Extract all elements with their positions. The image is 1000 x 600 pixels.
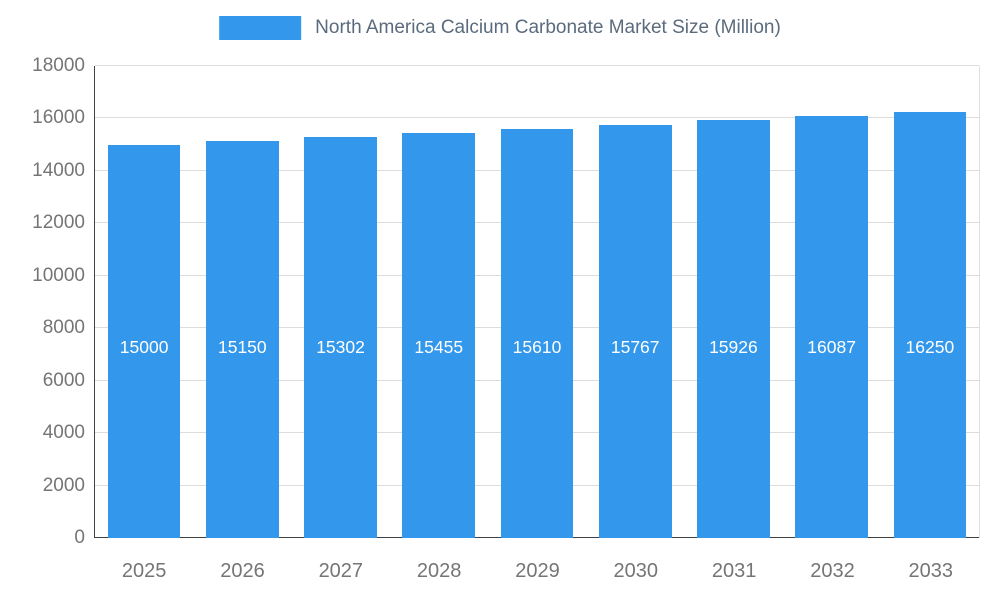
x-axis-labels: 2025 2026 2027 2028 2029 2030 2031 2032 2033 [95, 552, 980, 592]
x-tick-label: 2029 [515, 560, 560, 582]
y-tick-label: 18000 [32, 55, 85, 76]
y-tick-label: 2000 [42, 474, 85, 496]
bar-value-label: 16250 [905, 337, 955, 357]
y-axis-line [94, 66, 95, 538]
x-tick-label: 2027 [318, 560, 364, 582]
bar-value-label: 15000 [119, 337, 169, 357]
bar-slot: 15610 [488, 66, 586, 538]
bar-2027: 15302 [304, 136, 377, 538]
x-tick-label: 2031 [711, 560, 757, 582]
y-tick-label: 0 [74, 527, 85, 548]
bar-value-label: 15767 [610, 337, 660, 357]
bar-slot: 15150 [193, 66, 291, 538]
bars-container: 15000 15150 15302 15455 15610 15767 15926 16087… [95, 66, 979, 538]
y-tick-label: 12000 [32, 212, 85, 234]
chart-title: North America Calcium Carbonate Market S… [315, 17, 781, 38]
bar-slot: 15926 [684, 66, 782, 538]
bar-value-label: 16087 [807, 337, 856, 357]
x-tick-label: 2032 [810, 560, 855, 582]
y-tick-label: 8000 [42, 317, 85, 339]
bar-2033: 16250 [893, 111, 967, 538]
bar-slot: 16087 [783, 66, 881, 538]
bar-slot: 15767 [586, 66, 684, 538]
bar-value-label: 15150 [217, 337, 267, 357]
x-tick-label: 2030 [613, 560, 659, 582]
y-tick-label: 16000 [32, 107, 85, 129]
x-tick-label: 2025 [121, 560, 167, 582]
bar-2031: 15926 [697, 120, 770, 538]
gridline [95, 65, 979, 66]
bar-slot: 15302 [291, 66, 389, 538]
y-tick-label: 14000 [32, 159, 85, 181]
bar-2025: 15000 [107, 144, 181, 538]
y-tick-label: 10000 [32, 264, 85, 286]
x-tick-label: 2033 [908, 560, 954, 582]
bar-value-label: 15302 [316, 337, 365, 357]
bar-slot: 15455 [390, 66, 488, 538]
legend-swatch [219, 16, 302, 40]
y-tick-label: 6000 [42, 369, 85, 391]
gridline [95, 117, 979, 119]
bar-2028: 15455 [402, 132, 476, 538]
bar-value-label: 15926 [709, 337, 758, 357]
bar-2026: 15150 [205, 140, 279, 538]
y-tick-label: 4000 [42, 422, 85, 444]
plot-area: 0 2000 4000 6000 8000 10000 12000 14000 16000 180… [32, 55, 980, 548]
bar-2032: 16087 [795, 116, 868, 538]
bar-2030: 15767 [598, 124, 672, 538]
x-tick-label: 2026 [220, 560, 265, 582]
bar-slot: 15000 [95, 66, 193, 538]
bar-value-label: 15455 [414, 337, 464, 357]
legend[interactable]: North America Calcium Carbonate Market S… [219, 16, 781, 40]
bar-value-label: 15610 [512, 337, 562, 357]
bar-2029: 15610 [500, 128, 574, 538]
x-tick-label: 2028 [416, 560, 462, 582]
bar-slot: 16250 [881, 66, 979, 538]
